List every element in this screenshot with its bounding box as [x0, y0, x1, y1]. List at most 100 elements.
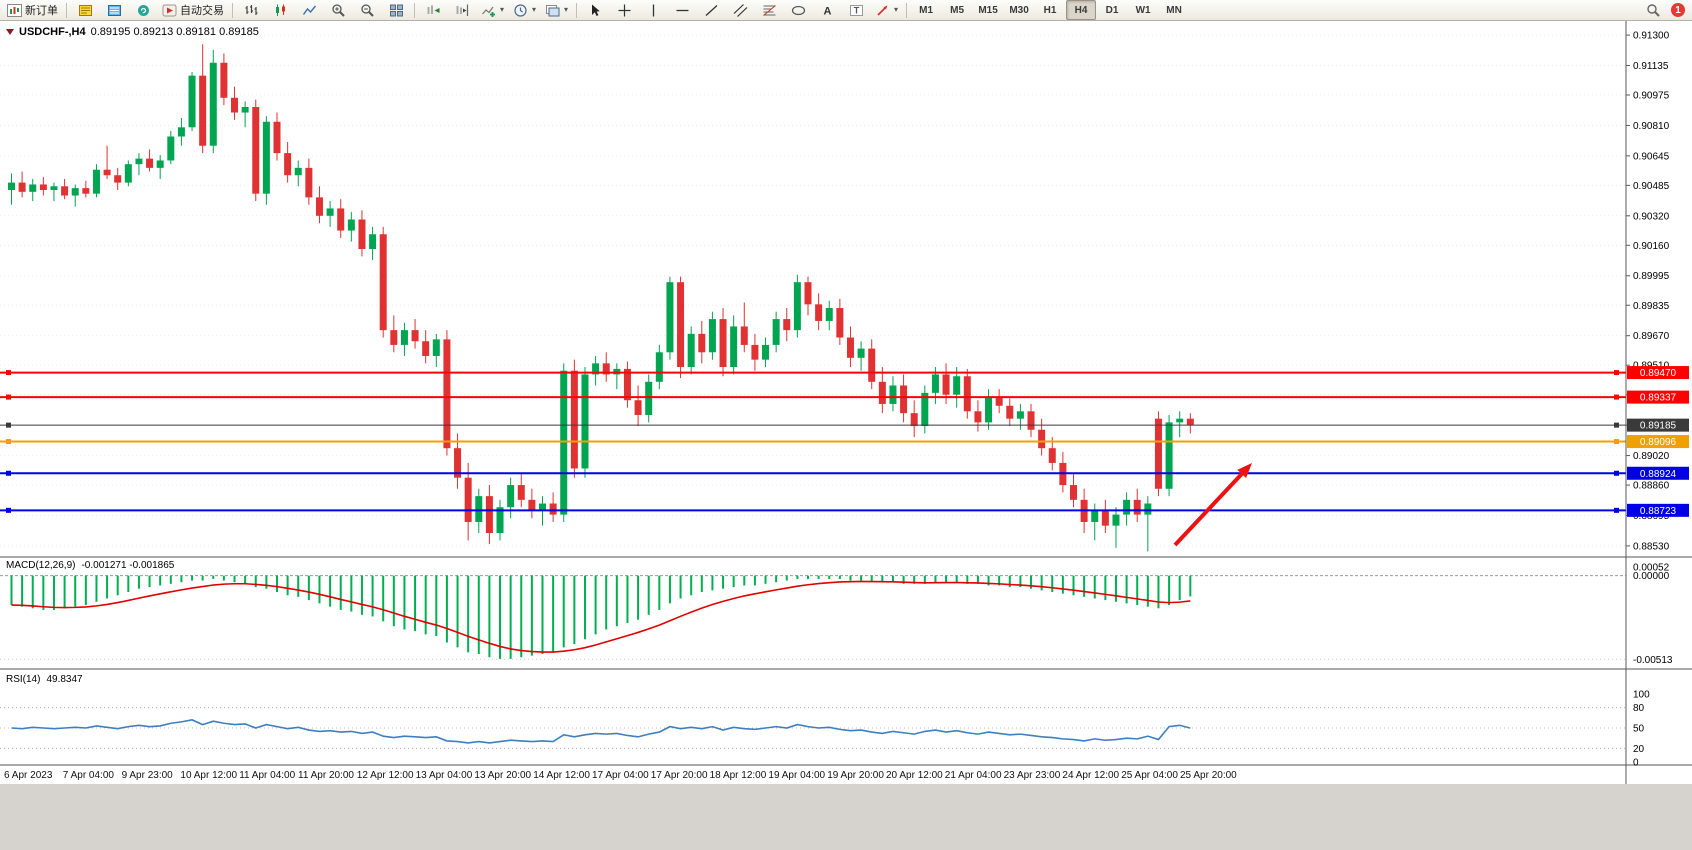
timeframe-button-w1[interactable]: W1	[1135, 4, 1151, 16]
svg-text:17 Apr 20:00: 17 Apr 20:00	[651, 770, 708, 781]
svg-text:11 Apr 20:00: 11 Apr 20:00	[298, 770, 354, 781]
new-order-button[interactable]: 新订单	[3, 0, 62, 20]
svg-text:0.90810: 0.90810	[1633, 121, 1670, 132]
timeframe-button-h4[interactable]: H4	[1066, 0, 1097, 20]
svg-text:0.90160: 0.90160	[1633, 241, 1670, 252]
channel-button[interactable]	[726, 0, 754, 20]
new-order-icon	[7, 3, 22, 17]
rsi-value: 49.8347	[46, 674, 83, 685]
text-button[interactable]: A	[813, 0, 841, 20]
svg-text:7 Apr 04:00: 7 Apr 04:00	[63, 770, 115, 781]
svg-text:24 Apr 12:00: 24 Apr 12:00	[1062, 770, 1119, 781]
zoom-out-icon	[360, 3, 374, 17]
svg-text:0.90320: 0.90320	[1633, 211, 1670, 222]
svg-text:0.89020: 0.89020	[1633, 451, 1670, 462]
svg-text:0.89470: 0.89470	[1640, 368, 1677, 379]
price-badge	[1627, 418, 1689, 432]
timeframe-button-h1[interactable]: H1	[1043, 4, 1057, 16]
cursor-button[interactable]	[581, 0, 609, 20]
text-label-button[interactable]: T	[842, 0, 870, 20]
svg-text:0.91300: 0.91300	[1633, 31, 1670, 42]
text-icon: A	[823, 5, 831, 17]
svg-text:13 Apr 04:00: 13 Apr 04:00	[416, 770, 473, 781]
svg-text:0: 0	[1633, 758, 1639, 769]
text-label-icon: T	[849, 4, 863, 16]
crosshair-button[interactable]	[610, 0, 638, 20]
data-window-icon	[107, 4, 121, 16]
price-axis[interactable]: 0.91300 0.91135 0.90975 0.90810 0.90645 0.904…	[1626, 31, 1689, 553]
timeframe-button-m1[interactable]: M1	[919, 4, 934, 16]
trendline-button[interactable]	[697, 0, 725, 20]
periods-button[interactable]: ▾	[509, 0, 540, 20]
periods-clock-icon	[514, 3, 527, 17]
toolbar-separator	[66, 2, 67, 18]
fibonacci-button[interactable]	[755, 0, 783, 20]
market-watch-button[interactable]	[71, 0, 99, 20]
auto-scroll-icon	[427, 5, 439, 14]
timeframe-button-m15[interactable]: M15	[978, 4, 998, 16]
indicators-button[interactable]: ▾	[477, 0, 508, 20]
autotrading-button[interactable]: 自动交易	[158, 0, 228, 20]
timeframe-group: M1 M5 M15 M30 H1 H4 D1 W1 MN	[911, 0, 1189, 20]
arrow-object-icon	[877, 5, 888, 16]
svg-text:10 Apr 12:00: 10 Apr 12:00	[180, 770, 237, 781]
price-badge	[1627, 503, 1689, 517]
zoom-in-button[interactable]	[324, 0, 352, 20]
arrows-button[interactable]: ▾	[871, 0, 902, 20]
rsi-layer	[0, 707, 1626, 749]
templates-button[interactable]: ▾	[541, 0, 572, 20]
svg-text:0.89835: 0.89835	[1633, 301, 1670, 312]
timeframe-button-mn[interactable]: MN	[1166, 4, 1182, 16]
zoom-in-icon	[331, 3, 345, 17]
tile-windows-button[interactable]	[382, 0, 410, 20]
notification-badge[interactable]: 1	[1671, 3, 1685, 17]
crosshair-icon	[618, 4, 631, 16]
bars-chart-button[interactable]	[237, 0, 265, 20]
svg-text:21 Apr 04:00: 21 Apr 04:00	[945, 770, 1002, 781]
svg-text:0.90485: 0.90485	[1633, 181, 1670, 192]
svg-text:0.88924: 0.88924	[1640, 469, 1677, 480]
symbol-dropdown-icon[interactable]	[6, 29, 14, 35]
strategy-tester-button[interactable]	[129, 0, 157, 20]
svg-text:0.89096: 0.89096	[1640, 437, 1677, 448]
svg-text:13 Apr 20:00: 13 Apr 20:00	[474, 770, 531, 781]
chart-canvas[interactable]: 0.91300 0.91135 0.90975 0.90810 0.90645 0.904…	[0, 21, 1692, 850]
new-order-label: 新订单	[25, 5, 58, 17]
horizontal-line-button[interactable]	[668, 0, 696, 20]
svg-text:50: 50	[1633, 724, 1645, 735]
indicators-icon	[482, 6, 495, 17]
data-window-button[interactable]	[100, 0, 128, 20]
svg-text:0.89337: 0.89337	[1640, 393, 1677, 404]
svg-text:T: T	[853, 5, 859, 15]
toolbar-separator	[232, 2, 233, 18]
toolbar-separator	[414, 2, 415, 18]
candlestick-chart-icon	[275, 4, 285, 16]
periods-caret: ▾	[532, 5, 537, 14]
rsi-axis: 100 80 50 20 0	[1633, 690, 1650, 769]
svg-text:6 Apr 2023: 6 Apr 2023	[4, 770, 53, 781]
shapes-button[interactable]	[784, 0, 812, 20]
search-button[interactable]	[1639, 0, 1667, 20]
timeframe-button-m5[interactable]: M5	[950, 4, 965, 16]
candles-layer	[8, 44, 1194, 552]
auto-scroll-button[interactable]	[419, 0, 447, 20]
svg-text:A: A	[823, 5, 831, 17]
chart-symbol: USDCHF-,H4	[19, 26, 86, 38]
chart-title: USDCHF-,H4 0.89195 0.89213 0.89181 0.891…	[6, 26, 259, 38]
svg-text:20: 20	[1633, 744, 1645, 755]
candlestick-chart-button[interactable]	[266, 0, 294, 20]
svg-text:-0.00513: -0.00513	[1633, 655, 1673, 666]
svg-text:14 Apr 12:00: 14 Apr 12:00	[533, 770, 590, 781]
search-icon	[1646, 3, 1660, 17]
time-axis-layer[interactable]: 6 Apr 2023 7 Apr 04:00 9 Apr 23:00 10 Apr 1…	[4, 770, 1237, 781]
timeframe-button-d1[interactable]: D1	[1105, 4, 1119, 16]
line-chart-button[interactable]	[295, 0, 323, 20]
chart-shift-button[interactable]	[448, 0, 476, 20]
vertical-line-button[interactable]	[639, 0, 667, 20]
timeframe-button-m30[interactable]: M30	[1009, 4, 1029, 16]
vertical-line-icon	[652, 4, 654, 16]
svg-text:25 Apr 04:00: 25 Apr 04:00	[1121, 770, 1178, 781]
zoom-out-button[interactable]	[353, 0, 381, 20]
svg-text:100: 100	[1633, 690, 1650, 701]
svg-text:20 Apr 12:00: 20 Apr 12:00	[886, 770, 943, 781]
